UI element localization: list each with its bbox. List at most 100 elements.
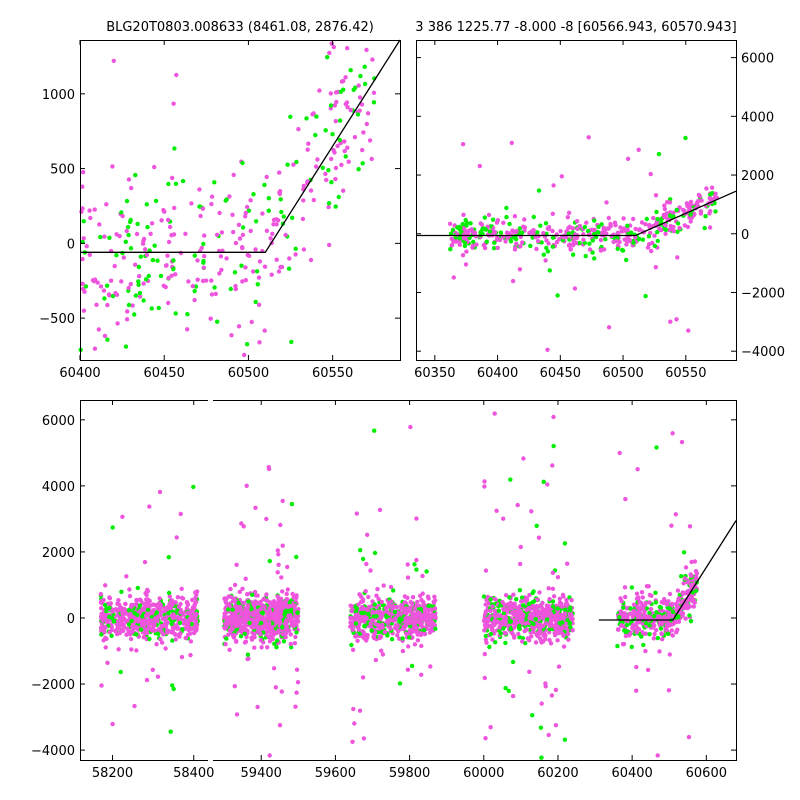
- panel-bottom-data-point: [194, 611, 199, 617]
- panel-bottom-data-point: [363, 607, 368, 612]
- panel-bottom-data-point: [627, 611, 633, 616]
- panel-bottom-data-point: [493, 609, 498, 614]
- panel-top-right-data-point: [545, 347, 550, 352]
- panel-bottom-data-point: [410, 629, 415, 634]
- panel-top-left-data-point: [200, 206, 206, 211]
- panel-top-right-data-point: [481, 226, 487, 231]
- panel-top-right-data-point: [492, 240, 497, 245]
- panel-top-left-data-point: [306, 141, 311, 146]
- panel-bottom-data-point: [134, 648, 139, 653]
- panel-top-left-data-point: [111, 58, 117, 63]
- panel-bottom-data-point: [170, 638, 175, 643]
- panel-top-right-data-point: [451, 275, 456, 280]
- panel-bottom-data-point: [549, 693, 555, 698]
- panel-top-left-data-point: [102, 234, 107, 239]
- panel-bottom-data-point: [266, 465, 271, 470]
- panel-top-left-data-point: [80, 184, 85, 189]
- panel-bottom-data-point: [234, 562, 239, 567]
- panel-bottom-data-point: [365, 632, 370, 638]
- panel-bottom-data-point: [418, 632, 424, 638]
- panel-bottom-data-point: [168, 729, 173, 734]
- panel-bottom-data-point: [428, 629, 433, 634]
- panel-top-right-data-point: [512, 214, 518, 219]
- panel-top-left-data-point: [236, 324, 242, 329]
- panel-top-right-data-point: [494, 220, 500, 225]
- panel-bottom-data-point: [432, 606, 438, 611]
- panel-bottom-data-point: [517, 588, 523, 593]
- panel-bottom-data-point: [679, 574, 684, 579]
- panel-bottom-data-point: [157, 489, 163, 495]
- panel-bottom-data-point: [234, 622, 239, 627]
- panel-bottom-data-point: [180, 596, 186, 601]
- panel-bottom-data-point: [498, 613, 503, 618]
- panel-top-left-data-point: [287, 256, 292, 261]
- panel-bottom-data-point: [557, 600, 563, 605]
- panel-bottom-data-point: [163, 617, 168, 623]
- panel-top-right-data-point: [584, 220, 589, 225]
- panel-top-right-data-point: [541, 231, 546, 236]
- panel-top-right-data-point: [625, 227, 630, 233]
- panel-bottom-data-point: [149, 628, 155, 633]
- panel-bottom-data-point: [278, 598, 283, 603]
- panel-top-left-data-point: [149, 306, 154, 311]
- panel-top-right-data-point: [620, 228, 626, 234]
- panel-top-left-data-point: [152, 243, 157, 248]
- panel-bottom-data-point: [541, 479, 546, 484]
- panel-bottom-data-point: [569, 598, 574, 603]
- panel-bottom-data-point: [400, 636, 405, 641]
- panel-bottom-data-point: [515, 502, 520, 508]
- panel-top-left-data-point: [334, 99, 339, 105]
- panel-bottom-data-point: [622, 585, 628, 590]
- panel-top-left-data-point: [244, 204, 250, 210]
- panel-bottom-data-point: [188, 627, 193, 632]
- panel-top-right-data-point: [620, 247, 625, 253]
- panel-bottom-data-point: [486, 624, 491, 629]
- panel-bottom-data-point: [419, 597, 424, 603]
- panel-bottom-frame: [80, 400, 737, 761]
- panel-bottom-data-point: [418, 593, 423, 598]
- panel-top-right-data-point: [707, 211, 712, 216]
- panel-bottom-data-point: [360, 604, 365, 610]
- panel-top-left-data-point: [341, 78, 346, 84]
- panel-top-right-ytick-label: 0: [741, 228, 749, 243]
- panel-top-left-data-point: [202, 254, 207, 259]
- panel-bottom-data-point: [224, 620, 229, 625]
- panel-bottom-data-point: [279, 689, 284, 694]
- panel-top-left-data-point: [341, 188, 346, 193]
- panel-top-right-data-point: [498, 230, 504, 235]
- panel-bottom-data-point: [362, 623, 367, 629]
- panel-top-right-data-point: [510, 228, 515, 233]
- panel-top-left-data-point: [192, 253, 197, 258]
- panel-top-right-ytick-label: 4000: [741, 110, 774, 125]
- panel-bottom-data-point: [269, 625, 275, 630]
- panel-bottom-data-point: [246, 599, 251, 604]
- panel-bottom-data-point: [503, 685, 508, 691]
- panel-bottom-data-point: [675, 588, 681, 593]
- panel-bottom-data-point: [278, 522, 283, 528]
- panel-top-left-data-point: [311, 111, 316, 116]
- panel-bottom-data-point: [547, 630, 552, 635]
- panel-bottom-data-point: [131, 626, 137, 631]
- panel-top-left-data-point: [286, 266, 292, 271]
- panel-bottom-data-point: [636, 595, 641, 600]
- panel-bottom-data-point: [623, 630, 628, 635]
- panel-bottom-data-point: [510, 605, 515, 610]
- panel-bottom-data-point: [387, 618, 392, 624]
- panel-bottom-data-point: [545, 482, 550, 487]
- panel-bottom-data-point: [379, 648, 384, 653]
- panel-bottom-data-point: [641, 642, 646, 648]
- panel-bottom-data-point: [102, 616, 107, 621]
- panel-top-left-data-point: [165, 253, 170, 258]
- panel-bottom-data-point: [264, 592, 269, 597]
- panel-bottom-data-point: [109, 633, 114, 638]
- panel-bottom-data-point: [245, 602, 250, 608]
- panel-bottom-data-point: [566, 637, 571, 642]
- panel-bottom-data-point: [681, 581, 686, 586]
- panel-bottom-data-point: [294, 690, 299, 695]
- panel-bottom-data-point: [103, 645, 108, 650]
- panel-top-right-data-point: [482, 215, 487, 220]
- panel-bottom-data-point: [570, 628, 575, 633]
- panel-bottom-data-point: [517, 635, 522, 640]
- panel-bottom-data-point: [551, 443, 556, 449]
- panel-top-right-data-point: [577, 223, 583, 229]
